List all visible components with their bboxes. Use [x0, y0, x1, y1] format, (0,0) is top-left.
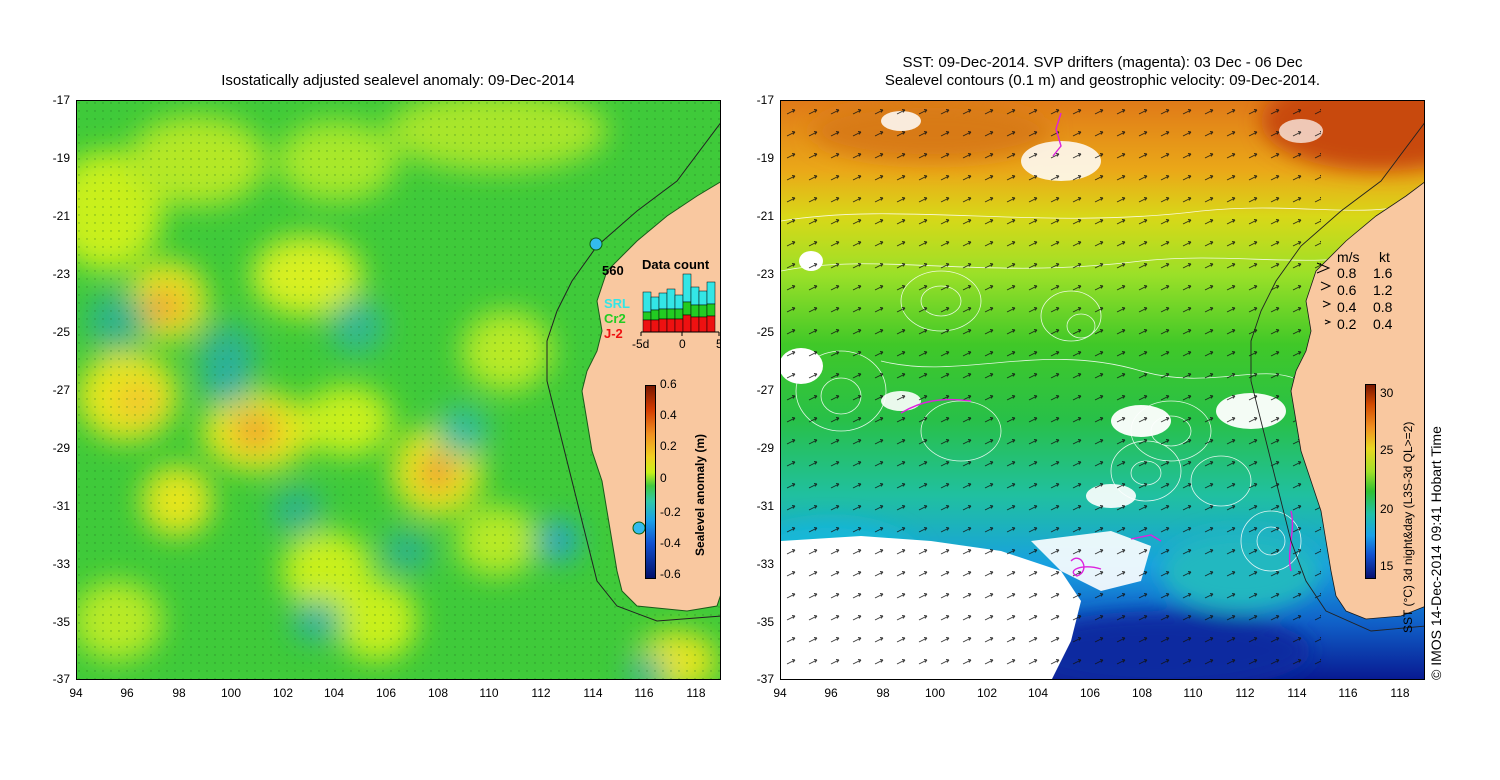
sst-colorbar — [1365, 384, 1376, 579]
sealevel-cb-tick-3: 0.2 — [660, 439, 677, 453]
right-xtick: 94 — [773, 686, 787, 700]
left-ytick: -21 — [52, 209, 70, 223]
right-xtick: 114 — [1287, 686, 1307, 700]
right-xtick: 118 — [1390, 686, 1410, 700]
legend-j2: J-2 — [604, 326, 623, 341]
right-xtick: 100 — [924, 686, 946, 700]
left-xtick: 100 — [220, 686, 242, 700]
left-xtick: 102 — [272, 686, 294, 700]
right-xtick: 98 — [876, 686, 890, 700]
left-xtick: 108 — [427, 686, 449, 700]
left-panel-title: Isostatically adjusted sealevel anomaly:… — [221, 72, 575, 89]
legend-srl: SRL — [604, 296, 630, 311]
imos-credit: © IMOS 14-Dec-2014 09:41 Hobart Time — [1428, 426, 1444, 680]
left-xtick: 116 — [634, 686, 654, 700]
left-ytick: -23 — [52, 267, 70, 281]
data-count-xtick-3: 5 — [716, 337, 720, 351]
right-ytick: -29 — [756, 441, 774, 455]
right-xtick: 116 — [1338, 686, 1358, 700]
left-ytick: -25 — [52, 325, 70, 339]
right-xtick: 106 — [1079, 686, 1101, 700]
right-ytick: -25 — [756, 325, 774, 339]
sst-cb-tick-1: 30 — [1380, 386, 1394, 400]
data-count-xtick-1: -5d — [632, 337, 650, 351]
right-ytick: -37 — [756, 672, 774, 686]
right-ytick: -23 — [756, 267, 774, 281]
sealevel-cb-tick-7: -0.6 — [660, 567, 681, 581]
speed-row-ms: 0.6 — [1337, 282, 1357, 298]
right-panel-title-line2: Sealevel contours (0.1 m) and geostrophi… — [884, 72, 1321, 89]
sealevel-colorbar — [645, 385, 656, 579]
left-xtick: 104 — [323, 686, 345, 700]
left-ytick: -33 — [52, 557, 70, 571]
speed-row-kt: 0.4 — [1373, 316, 1393, 332]
left-ytick: -17 — [52, 93, 70, 107]
right-ytick: -27 — [756, 383, 774, 397]
left-xtick: 112 — [531, 686, 551, 700]
data-count-title: Data count — [642, 257, 710, 272]
left-xtick: 110 — [479, 686, 499, 700]
right-ytick: -17 — [756, 93, 774, 107]
left-xtick: 96 — [120, 686, 134, 700]
left-xtick: 98 — [172, 686, 186, 700]
sealevel-anomaly-map[interactable]: Data count 560 SRL Cr2 J-2 — [76, 100, 721, 680]
sealevel-cb-tick-2: 0.4 — [660, 408, 677, 422]
data-count-xtick-2: 0 — [679, 337, 686, 351]
data-count-max-label: 560 — [602, 263, 624, 278]
left-ytick: -37 — [52, 672, 70, 686]
right-ytick: -35 — [756, 615, 774, 629]
sst-map[interactable]: m/s kt 0.8 1.6 0.6 1.2 0.4 0.8 0.2 0.4 3… — [780, 100, 1425, 680]
left-ytick: -27 — [52, 383, 70, 397]
right-ytick: -33 — [756, 557, 774, 571]
sst-cb-tick-2: 25 — [1380, 443, 1394, 457]
sst-cb-tick-3: 20 — [1380, 502, 1394, 516]
right-ytick: -21 — [756, 209, 774, 223]
speed-legend-header-ms: m/s — [1337, 249, 1360, 265]
right-xtick: 110 — [1183, 686, 1203, 700]
speed-row-kt: 1.6 — [1373, 265, 1393, 281]
speed-row-kt: 1.2 — [1373, 282, 1393, 298]
right-ytick: -19 — [756, 151, 774, 165]
right-xtick: 102 — [976, 686, 998, 700]
speed-legend-header-kt: kt — [1379, 249, 1390, 265]
left-xtick: 106 — [375, 686, 397, 700]
speed-row-kt: 0.8 — [1373, 299, 1393, 315]
sst-colorbar-label: SST (°C) 3d night&day (L3S-3d QL>=2) — [1401, 421, 1415, 633]
speed-row-ms: 0.4 — [1337, 299, 1357, 315]
right-xtick: 96 — [824, 686, 838, 700]
sealevel-cb-tick-5: -0.2 — [660, 505, 681, 519]
speed-row-ms: 0.8 — [1337, 265, 1357, 281]
left-ytick: -35 — [52, 615, 70, 629]
speed-row-ms: 0.2 — [1337, 316, 1357, 332]
sealevel-cb-tick-1: 0.6 — [660, 377, 677, 391]
right-xtick: 112 — [1235, 686, 1255, 700]
sealevel-cb-tick-4: 0 — [660, 471, 667, 485]
left-ytick: -19 — [52, 151, 70, 165]
left-ytick: -29 — [52, 441, 70, 455]
legend-cr2: Cr2 — [604, 311, 626, 326]
sealevel-cb-tick-6: -0.4 — [660, 536, 681, 550]
left-xtick: 118 — [686, 686, 706, 700]
right-ytick: -31 — [756, 499, 774, 513]
left-xtick: 114 — [583, 686, 603, 700]
right-panel-title-line1: SST: 09-Dec-2014. SVP drifters (magenta)… — [902, 54, 1303, 71]
right-xtick: 108 — [1131, 686, 1153, 700]
right-xtick: 104 — [1027, 686, 1049, 700]
sealevel-colorbar-label: Sealevel anomaly (m) — [693, 433, 707, 556]
left-xtick: 94 — [69, 686, 83, 700]
sst-cb-tick-4: 15 — [1380, 559, 1394, 573]
left-ytick: -31 — [52, 499, 70, 513]
